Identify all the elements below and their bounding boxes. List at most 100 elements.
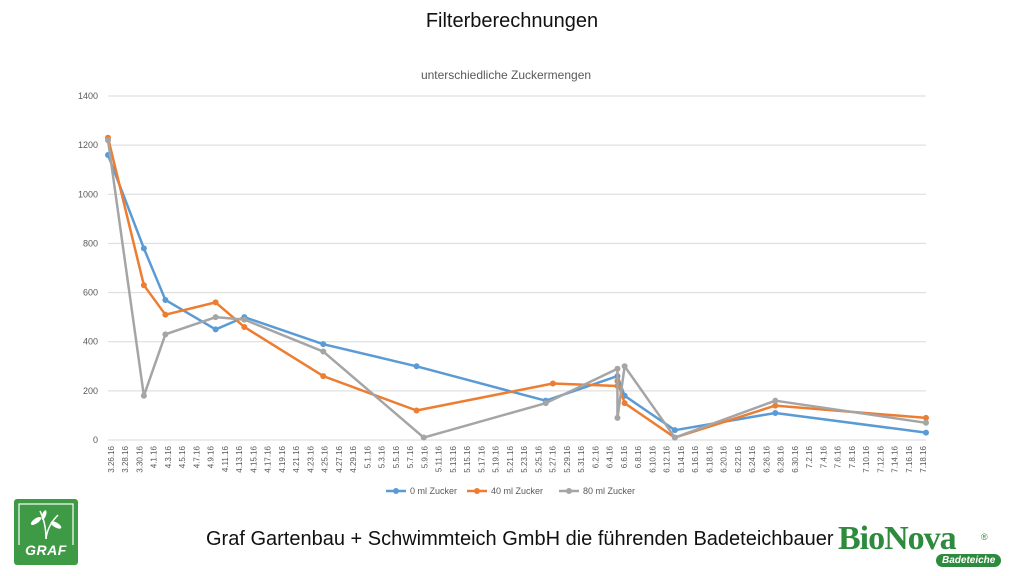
x-tick-label: 5.9.16 xyxy=(420,445,429,468)
chart-gridlines xyxy=(108,95,926,441)
data-point xyxy=(162,296,169,303)
y-axis-ticks: 0 200 400 600 800 1000 1200 1400 xyxy=(78,91,98,445)
y-tick-label: 800 xyxy=(83,238,98,248)
data-point xyxy=(542,400,549,407)
x-tick-label: 5.29.16 xyxy=(563,445,572,472)
x-tick-label: 6.22.16 xyxy=(734,445,743,472)
x-tick-label: 6.28.16 xyxy=(777,445,786,472)
x-tick-label: 5.13.16 xyxy=(449,445,458,472)
x-tick-label: 5.5.16 xyxy=(392,445,401,468)
data-point xyxy=(241,323,248,330)
x-tick-label: 7.18.16 xyxy=(919,445,928,472)
x-tick-label: 6.10.16 xyxy=(648,445,657,472)
x-tick-label: 4.5.16 xyxy=(178,445,187,468)
graf-wordmark: GRAF xyxy=(25,542,67,558)
y-tick-label: 1000 xyxy=(78,189,98,199)
x-tick-label: 5.11.16 xyxy=(435,445,444,472)
chart-legend[interactable]: 0 ml Zucker 40 ml Zucker 80 ml Zucker xyxy=(386,486,635,496)
series-line xyxy=(106,140,927,439)
x-tick-label: 6.12.16 xyxy=(663,445,672,472)
x-tick-label: 5.23.16 xyxy=(520,445,529,472)
legend-label: 40 ml Zucker xyxy=(491,486,543,496)
legend-item: 40 ml Zucker xyxy=(467,486,543,496)
x-tick-label: 4.11.16 xyxy=(221,445,230,472)
x-tick-label: 4.17.16 xyxy=(264,445,273,472)
x-tick-label: 6.24.16 xyxy=(748,445,757,472)
x-tick-label: 3.30.16 xyxy=(135,445,144,472)
slide-title: Filterberechnungen xyxy=(425,10,599,32)
x-tick-label: 4.9.16 xyxy=(207,445,216,468)
y-tick-label: 1200 xyxy=(78,140,98,150)
x-tick-label: 6.26.16 xyxy=(762,445,771,472)
data-point xyxy=(140,282,147,289)
series-3 xyxy=(105,137,929,441)
x-tick-label: 4.13.16 xyxy=(235,445,244,472)
data-point xyxy=(413,363,420,370)
data-point xyxy=(923,429,929,436)
x-tick-label: 5.3.16 xyxy=(378,445,387,468)
x-tick-label: 6.18.16 xyxy=(705,445,714,472)
data-point xyxy=(212,326,219,333)
x-tick-label: 4.15.16 xyxy=(249,445,258,472)
x-tick-label: 5.1.16 xyxy=(363,445,372,468)
bionova-logo: BioNova ® Badeteiche xyxy=(838,520,1002,572)
x-tick-label: 7.14.16 xyxy=(891,445,900,472)
graf-logo: GRAF xyxy=(14,499,78,565)
data-point xyxy=(320,341,327,348)
x-tick-label: 6.20.16 xyxy=(720,445,729,472)
x-tick-label: 5.31.16 xyxy=(577,445,586,472)
y-tick-label: 1400 xyxy=(78,91,98,101)
x-tick-label: 4.27.16 xyxy=(335,445,344,472)
legend-swatch-marker xyxy=(393,488,399,494)
x-axis-ticks: 3.26.16 3.28.16 3.30.16 4.1.16 4.3.16 4.5.16 4… xyxy=(107,445,928,472)
data-point xyxy=(614,414,621,421)
x-tick-label: 7.4.16 xyxy=(819,445,828,468)
x-tick-label: 4.7.16 xyxy=(192,445,201,468)
x-tick-label: 3.28.16 xyxy=(121,445,130,472)
legend-label: 80 ml Zucker xyxy=(583,486,635,496)
x-tick-label: 6.2.16 xyxy=(591,445,600,468)
x-tick-label: 4.21.16 xyxy=(292,445,301,472)
data-point xyxy=(671,427,678,434)
data-point xyxy=(413,407,420,414)
legend-swatch-marker xyxy=(474,488,480,494)
legend-item: 80 ml Zucker xyxy=(559,486,635,496)
chart-title: unterschiedliche Zuckermengen xyxy=(421,68,591,82)
x-tick-label: 4.29.16 xyxy=(349,445,358,472)
x-tick-label: 5.25.16 xyxy=(534,445,543,472)
legend-item: 0 ml Zucker xyxy=(386,486,457,496)
data-point xyxy=(105,137,111,144)
bionova-tagline: Badeteiche xyxy=(936,554,1002,567)
x-tick-label: 5.19.16 xyxy=(492,445,501,472)
x-tick-label: 4.23.16 xyxy=(306,445,315,472)
data-point xyxy=(621,363,628,370)
y-tick-label: 200 xyxy=(83,386,98,396)
data-point xyxy=(671,434,678,441)
data-point xyxy=(772,397,779,404)
data-point xyxy=(923,414,929,421)
x-tick-label: 5.21.16 xyxy=(506,445,515,472)
x-tick-label: 7.10.16 xyxy=(862,445,871,472)
legend-swatch-marker xyxy=(566,488,572,494)
y-tick-label: 600 xyxy=(83,288,98,298)
data-point xyxy=(162,311,169,318)
y-tick-label: 0 xyxy=(93,435,98,445)
x-tick-label: 7.2.16 xyxy=(805,445,814,468)
data-point xyxy=(212,314,219,321)
y-tick-label: 400 xyxy=(83,337,98,347)
x-tick-label: 6.8.16 xyxy=(634,445,643,468)
chart-series xyxy=(105,134,929,441)
data-point xyxy=(621,400,628,407)
x-tick-label: 5.17.16 xyxy=(477,445,486,472)
x-tick-label: 5.27.16 xyxy=(549,445,558,472)
x-tick-label: 6.16.16 xyxy=(691,445,700,472)
bionova-wordmark: BioNova xyxy=(838,520,957,557)
x-tick-label: 6.4.16 xyxy=(606,445,615,468)
x-tick-label: 4.1.16 xyxy=(150,445,159,468)
data-point xyxy=(241,316,248,323)
data-point xyxy=(923,419,929,426)
legend-label: 0 ml Zucker xyxy=(410,486,457,496)
x-tick-label: 4.19.16 xyxy=(278,445,287,472)
data-point xyxy=(420,434,427,441)
